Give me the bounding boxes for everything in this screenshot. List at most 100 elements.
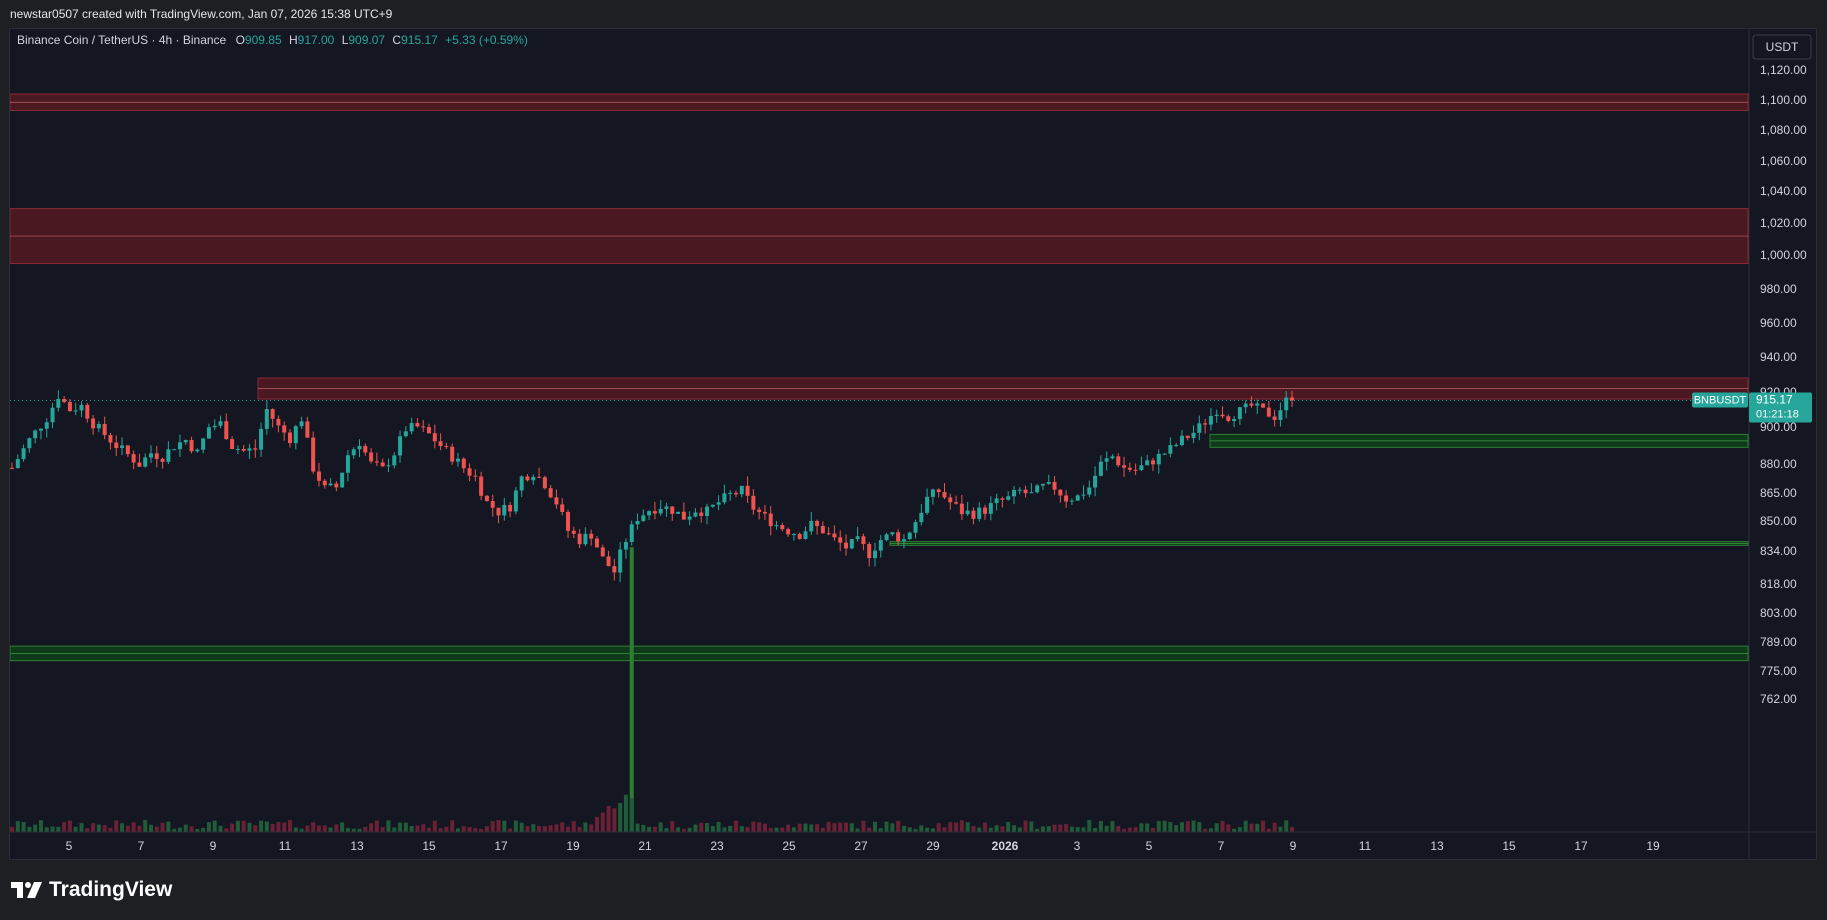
volume-bar xyxy=(183,824,188,832)
currency-button-label[interactable]: USDT xyxy=(1766,40,1799,54)
volume-bar xyxy=(1104,825,1109,832)
volume-bar xyxy=(728,825,733,832)
volume-bar xyxy=(160,822,165,832)
volume-bar xyxy=(96,824,101,832)
y-axis-labels: 1,120.00 1,100.00 1,080.00 1,060.00 1,040.00… xyxy=(1760,63,1807,706)
candle-body xyxy=(797,534,802,539)
volume-bar xyxy=(1290,827,1294,832)
x-tick-label: 2026 xyxy=(992,839,1019,853)
volume-bar xyxy=(328,827,333,832)
candle-body xyxy=(270,409,275,419)
volume-bar xyxy=(1046,826,1051,832)
candle-body xyxy=(108,435,113,443)
volume-bar xyxy=(751,821,756,832)
volume-bar xyxy=(583,822,588,832)
volume-bar xyxy=(264,821,269,832)
candle-body xyxy=(201,438,206,450)
volume-bar xyxy=(1093,827,1098,832)
candle-body xyxy=(664,506,669,509)
candle-body xyxy=(965,510,970,515)
candle-body xyxy=(670,506,675,514)
candle-body xyxy=(392,455,397,466)
volume-bar xyxy=(259,820,264,832)
candle-body xyxy=(525,476,530,481)
volume-bar xyxy=(357,828,362,832)
chart-frame[interactable]: 1,120.00 1,100.00 1,080.00 1,060.00 1,040.00… xyxy=(9,28,1817,860)
candles-layer xyxy=(10,390,1294,832)
badge-price: 915.17 xyxy=(1756,392,1793,406)
candle-body xyxy=(606,556,611,567)
y-tick-label: 818.00 xyxy=(1760,577,1797,591)
candle-body xyxy=(1081,494,1086,496)
candle-body xyxy=(322,480,327,486)
candle-body xyxy=(183,440,188,443)
candle-body xyxy=(369,452,374,462)
volume-bar xyxy=(623,794,628,832)
candle-body xyxy=(461,458,466,469)
volume-bar xyxy=(612,808,617,832)
candle-body xyxy=(1174,445,1179,447)
x-tick-label: 15 xyxy=(1502,839,1516,853)
x-tick-label: 21 xyxy=(638,839,652,853)
volume-bar xyxy=(79,823,84,832)
candle-body xyxy=(745,485,750,496)
tradingview-logo-icon[interactable] xyxy=(11,880,43,900)
candle-body xyxy=(444,446,449,448)
candle-body xyxy=(1185,435,1190,438)
volume-bar xyxy=(1232,828,1237,832)
price-axis[interactable] xyxy=(1749,29,1816,859)
candle-body xyxy=(125,445,130,455)
volume-bar xyxy=(1156,821,1161,832)
volume-bar xyxy=(195,828,200,832)
volume-bar xyxy=(849,823,854,832)
volume-bar xyxy=(33,824,38,832)
currency-button[interactable] xyxy=(1752,34,1812,60)
volume-bar xyxy=(658,822,663,832)
candle-body xyxy=(1145,460,1150,466)
close-label: C xyxy=(392,33,401,47)
volume-bar xyxy=(664,828,669,832)
volume-bar xyxy=(120,823,125,832)
volume-bar xyxy=(1145,823,1150,832)
candle-body xyxy=(872,550,877,559)
volume-bar xyxy=(745,827,750,832)
candle-body xyxy=(838,537,843,543)
candle-body xyxy=(288,432,293,444)
candle-body xyxy=(1122,465,1127,468)
tradingview-logo-text[interactable]: TradingView xyxy=(49,878,173,901)
candle-body xyxy=(844,542,849,549)
volume-bar xyxy=(1162,820,1167,832)
volume-bar xyxy=(293,827,298,832)
volume-bar xyxy=(872,821,877,832)
candle-body xyxy=(1098,461,1103,476)
price-chart[interactable]: 1,120.00 1,100.00 1,080.00 1,060.00 1,040.00… xyxy=(9,29,1816,859)
volume-bar xyxy=(1052,824,1057,832)
candle-body xyxy=(791,534,796,536)
volume-bar xyxy=(322,825,327,832)
volume-bar xyxy=(942,827,947,832)
low-value: 909.07 xyxy=(348,33,385,47)
candle-body xyxy=(1214,414,1219,417)
candle-body xyxy=(85,404,90,419)
candle-body xyxy=(513,490,518,512)
volume-bar xyxy=(432,820,437,832)
last-price-badge: BNBUSDT 915.17 01:21:18 xyxy=(1692,392,1812,423)
candle-body xyxy=(450,446,455,462)
candle-body xyxy=(1197,423,1202,433)
badge-symbol: BNBUSDT xyxy=(1694,394,1747,406)
volume-bar xyxy=(1075,827,1080,832)
candle-body xyxy=(334,483,339,488)
volume-bar xyxy=(733,820,738,832)
volume-bar xyxy=(102,825,107,832)
candle-body xyxy=(189,440,194,452)
candle-body xyxy=(577,533,582,545)
candle-body xyxy=(554,497,559,505)
volume-bar xyxy=(716,822,721,832)
spike-candle xyxy=(629,547,634,832)
x-tick-label: 17 xyxy=(494,839,508,853)
symbol-name: Binance Coin / TetherUS · 4h · Binance xyxy=(17,33,227,47)
volume-bar xyxy=(1255,823,1260,832)
candle-body xyxy=(160,458,165,462)
x-tick-label: 17 xyxy=(1574,839,1588,853)
y-tick-label: 880.00 xyxy=(1760,457,1797,471)
